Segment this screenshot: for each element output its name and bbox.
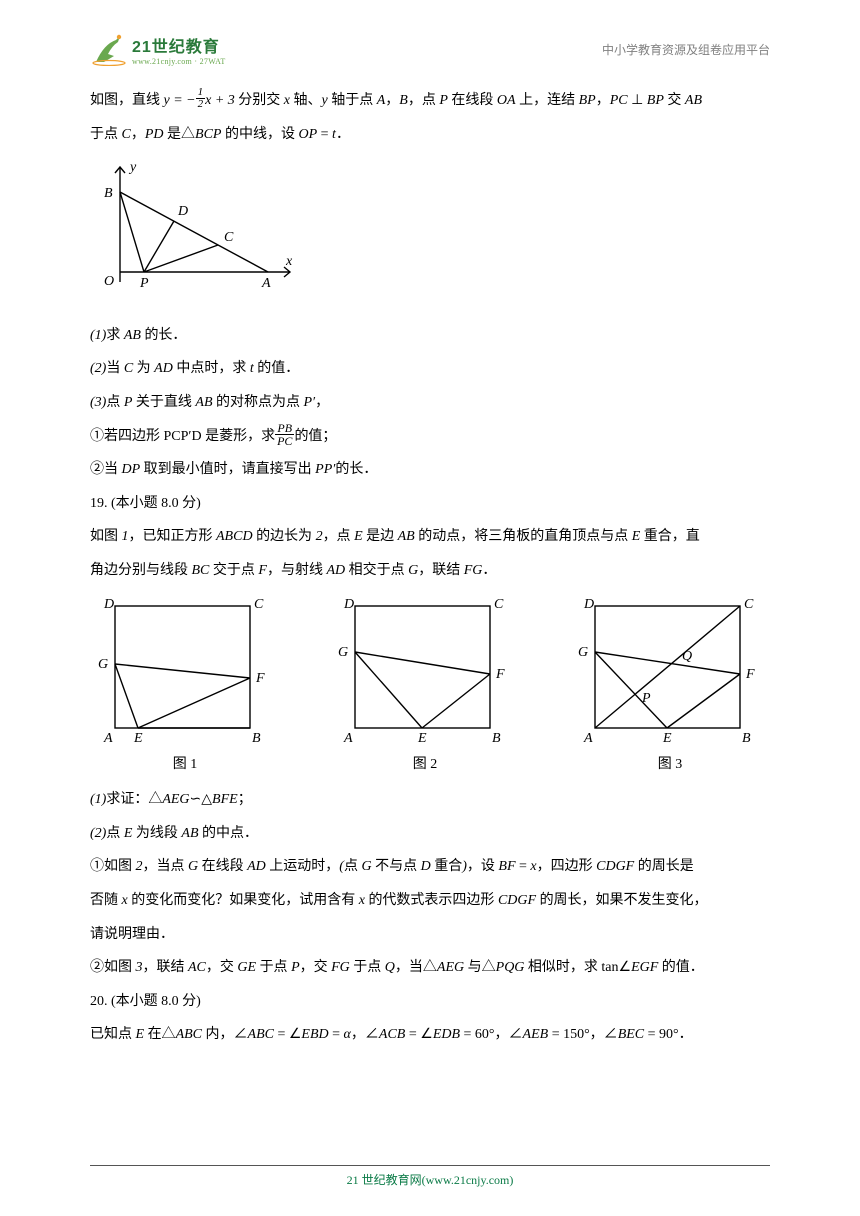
footer: 21 世纪教育网(www.21cnjy.com)	[0, 1171, 860, 1188]
figure-3: D C G F A E B P Q 图 3	[570, 594, 770, 782]
p19q2: (2)点 E 为线段 AB 的中点．	[90, 817, 770, 851]
logo-runner-icon	[90, 32, 128, 66]
label-B: B	[492, 731, 501, 744]
q1: (1)求 AB 的长．	[90, 319, 770, 353]
q2: (2)当 C 为 AD 中点时，求 t 的值．	[90, 352, 770, 386]
equation-rhs: x + 3	[205, 93, 235, 108]
label-C: C	[254, 597, 264, 612]
fraction-half: 12	[196, 87, 206, 110]
label-F: F	[745, 667, 755, 682]
logo-url: www.21cnjy.com · 27WAT	[132, 57, 226, 66]
label-C: C	[224, 230, 234, 245]
numerator: PB	[275, 422, 294, 435]
three-figures: D C G F A E B 图 1	[90, 594, 770, 782]
label-D: D	[343, 597, 354, 612]
header: 21世纪教育 www.21cnjy.com · 27WAT 中小学教育资源及组卷…	[90, 32, 770, 66]
para-intro-1: 如图，直线 y = −12x + 3 分别交 x 轴、y 轴于点 A，B，点 P…	[90, 84, 770, 118]
text: ①若四边形 PCP′D 是菱形，求	[90, 429, 275, 444]
label-D: D	[583, 597, 594, 612]
header-right: 中小学教育资源及组卷应用平台	[602, 41, 770, 58]
label-x: x	[285, 254, 293, 269]
label-B: B	[104, 186, 113, 201]
label-E: E	[662, 731, 672, 744]
label-E: E	[133, 731, 143, 744]
label-A: A	[103, 731, 113, 744]
caption-2: 图 2	[413, 748, 438, 782]
label-y: y	[128, 160, 137, 175]
p19q1: (1)求证：△AEG∽△BFE；	[90, 783, 770, 817]
logo-cn: 21世纪教育	[132, 33, 226, 57]
label-B: B	[252, 731, 261, 744]
label-C: C	[744, 597, 754, 612]
p19q2a3: 请说明理由．	[90, 918, 770, 952]
denominator: 2	[196, 99, 206, 110]
label-F: F	[255, 671, 265, 686]
p19q2a1: ①如图 2，当点 G 在线段 AD 上运动时，(点 G 不与点 D 重合)，设 …	[90, 850, 770, 884]
footer-divider	[90, 1165, 770, 1166]
figure-2: D C G F A E B 图 2	[330, 594, 520, 782]
denominator: PC	[275, 435, 294, 447]
q3b: ①若四边形 PCP′D 是菱形，求PBPC的值；	[90, 420, 770, 454]
p19a: 如图 1，已知正方形 ABCD 的边长为 2，点 E 是边 AB 的动点，将三角…	[90, 520, 770, 554]
q3c: ②当 DP 取到最小值时，请直接写出 PP′的长．	[90, 453, 770, 487]
p19b: 角边分别与线段 BC 交于点 F，与射线 AD 相交于点 G，联结 FG．	[90, 554, 770, 588]
fraction-pb-pc: PBPC	[275, 422, 294, 447]
label-P: P	[641, 691, 651, 706]
logo-text: 21世纪教育 www.21cnjy.com · 27WAT	[132, 33, 226, 66]
label-A: A	[343, 731, 353, 744]
figure-1: D C G F A E B 图 1	[90, 594, 280, 782]
content: 如图，直线 y = −12x + 3 分别交 x 轴、y 轴于点 A，B，点 P…	[90, 84, 770, 1052]
label-D: D	[103, 597, 114, 612]
text: 如图，直线	[90, 93, 164, 108]
label-C: C	[494, 597, 504, 612]
p19q2b: ②如图 3，联结 AC，交 GE 于点 P，交 FG 于点 Q，当△AEG 与△…	[90, 951, 770, 985]
label-A: A	[261, 276, 271, 291]
equation-lhs: y = −	[164, 93, 196, 108]
label-F: F	[495, 667, 505, 682]
caption-1: 图 1	[173, 748, 198, 782]
caption-3: 图 3	[658, 748, 683, 782]
page: 21世纪教育 www.21cnjy.com · 27WAT 中小学教育资源及组卷…	[0, 0, 860, 1092]
label-P: P	[139, 276, 149, 291]
label-G: G	[578, 645, 588, 660]
label-O: O	[104, 274, 114, 289]
label-G: G	[338, 645, 348, 660]
label-A: A	[583, 731, 593, 744]
label-D: D	[177, 204, 188, 219]
diagram-1: y x B D C O P A	[90, 157, 770, 311]
label-E: E	[417, 731, 427, 744]
p20a: 已知点 E 在△ABC 内，∠ABC = ∠EBD = α，∠ACB = ∠ED…	[90, 1018, 770, 1052]
p19q2a2: 否随 x 的变化而变化？如果变化，试用含有 x 的代数式表示四边形 CDGF 的…	[90, 884, 770, 918]
q3a: (3)点 P 关于直线 AB 的对称点为点 P′，	[90, 386, 770, 420]
p19: 19. (本小题 8.0 分)	[90, 487, 770, 521]
p20: 20. (本小题 8.0 分)	[90, 985, 770, 1019]
label-B: B	[742, 731, 751, 744]
para-intro-2: 于点 C，PD 是△BCP 的中线，设 OP = t．	[90, 118, 770, 152]
text: 的值；	[294, 429, 336, 444]
label-G: G	[98, 657, 108, 672]
text: 分别交 x 轴、y 轴于点 A，B，点 P 在线段 OA 上，连结 BP，PC …	[238, 93, 702, 108]
label-Q: Q	[682, 649, 692, 664]
logo: 21世纪教育 www.21cnjy.com · 27WAT	[90, 32, 226, 66]
